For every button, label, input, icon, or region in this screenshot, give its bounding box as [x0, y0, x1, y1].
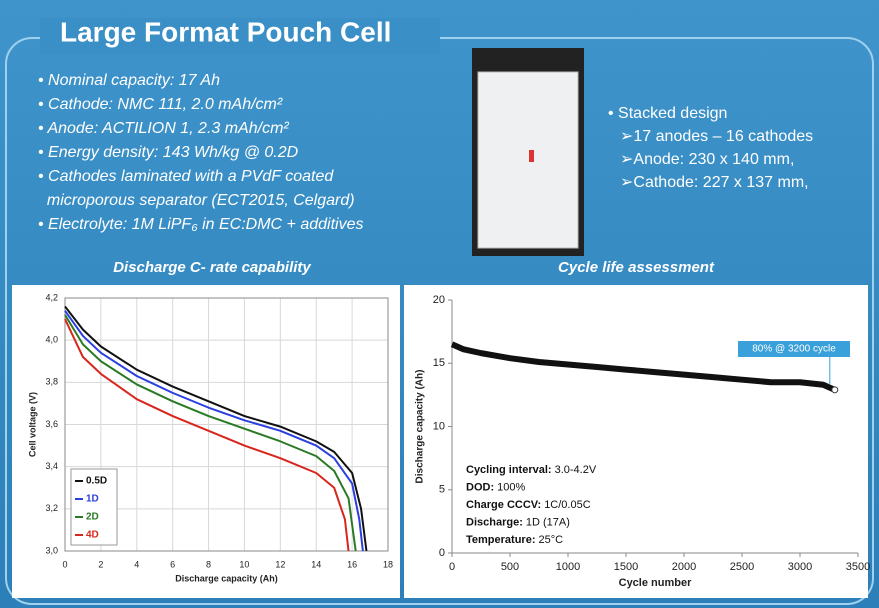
y-tick-label: 3,2 — [45, 503, 58, 513]
y-tick-label: 4,0 — [45, 335, 58, 345]
x-tick-label: 0 — [62, 559, 67, 569]
legend-box — [70, 468, 118, 546]
title: Large Format Pouch Cell — [60, 16, 391, 47]
charts: Discharge C- rate capability 3,0 3,2 3,4 3,6… — [27, 259, 870, 589]
spec-item: • Electrolyte: 1M LiPF₆ in EC:DMC + addi… — [38, 216, 363, 233]
chart-title: Discharge C- rate capability — [113, 259, 311, 276]
x-tick-label: 8 — [206, 559, 211, 569]
legend-label: 1D — [86, 494, 99, 505]
y-tick-label: 0 — [439, 547, 445, 559]
data-line — [64, 305, 368, 552]
note-label: DOD: — [466, 481, 494, 493]
chart-panel — [12, 285, 400, 598]
design-title: • Stacked design — [608, 105, 727, 122]
design-list: ➢17 anodes – 16 cathodes ➢Anode: 230 x 14… — [620, 128, 813, 191]
note-value: 25°C — [538, 534, 563, 546]
legend-label: 0.5D — [86, 476, 107, 487]
spec-item: • Nominal capacity: 17 Ah — [38, 72, 220, 89]
y-tick-label: 4,2 — [45, 292, 58, 302]
callout-box — [738, 341, 850, 357]
x-tick-label: 16 — [347, 559, 357, 569]
spec-item: • Cathode: NMC 111, 2.0 mAh/cm² — [38, 96, 283, 113]
end-point — [831, 386, 839, 394]
spec-text: microporous separator (ECT2015, Celgard) — [47, 192, 355, 209]
chart-panel — [404, 285, 868, 598]
note-label: Temperature: — [466, 534, 535, 546]
spec-list: • Nominal capacity: 17 Ah • Cathode: NMC … — [38, 72, 363, 233]
x-tick-label: 18 — [383, 559, 393, 569]
y-tick-label: 3,4 — [45, 461, 58, 471]
x-tick-label: 0 — [449, 561, 455, 573]
design-text: 17 anodes – 16 cathodes — [633, 128, 813, 145]
y-tick-label: 5 — [439, 484, 445, 496]
spec-item: • Anode: ACTILION 1, 2.3 mAh/cm² — [38, 120, 289, 137]
x-axis-label: Cycle number — [619, 577, 692, 589]
spec-item: microporous separator (ECT2015, Celgard) — [38, 192, 355, 209]
y-tick-label: 20 — [433, 294, 445, 306]
note-label: Charge CCCV: — [466, 499, 541, 511]
chart-title: Cycle life assessment — [558, 259, 715, 276]
x-tick-label: 2000 — [672, 561, 696, 573]
note-value: 3.0-4.2V — [555, 464, 597, 476]
note: Cycling interval: 3.0-4.2V — [466, 464, 597, 476]
note: Discharge: 1D (17A) — [466, 516, 570, 528]
callout-label: 80% @ 3200 cycle — [752, 344, 836, 355]
data-line — [64, 314, 357, 552]
y-tick-label: 3,8 — [45, 377, 58, 387]
legend-label: 4D — [86, 530, 99, 541]
design-text: Cathode: 227 x 137 mm, — [633, 174, 808, 191]
y-axis-label: Discharge capacity (Ah) — [415, 370, 426, 484]
x-tick-label: 500 — [501, 561, 519, 573]
note: DOD: 100% — [466, 481, 525, 493]
title-bg — [40, 18, 440, 54]
plot-border — [64, 297, 389, 552]
note-value: 1D (17A) — [526, 516, 570, 528]
spec-text: Nominal capacity: 17 Ah — [48, 72, 220, 89]
y-tick-label: 3,6 — [45, 419, 58, 429]
design-item: ➢17 anodes – 16 cathodes — [620, 128, 813, 145]
spec-text: Energy density: 143 Wh/kg @ 0.2D — [48, 144, 299, 161]
x-tick-label: 3500 — [846, 561, 870, 573]
x-tick-label: 4 — [134, 559, 139, 569]
data-line — [64, 318, 350, 552]
note-label: Discharge: — [466, 516, 523, 528]
note: Charge CCCV: 1C/0.05C — [466, 499, 591, 511]
note-label: Cycling interval: — [466, 464, 552, 476]
spec-text: Cathodes laminated with a PVdF coated — [48, 168, 334, 185]
y-tick-label: 3,0 — [45, 545, 58, 555]
design-text: Anode: 230 x 140 mm, — [633, 151, 794, 168]
y-axis-label: Cell voltage (V) — [27, 392, 37, 457]
spec-item: • Energy density: 143 Wh/kg @ 0.2D — [38, 144, 299, 161]
note: Temperature: 25°C — [466, 534, 563, 546]
y-tick-label: 10 — [433, 420, 445, 432]
x-tick-label: 10 — [239, 559, 249, 569]
design-item: ➢Anode: 230 x 140 mm, — [620, 151, 794, 168]
spec-text: Electrolyte: 1M LiPF₆ in EC:DMC + additi… — [48, 216, 363, 233]
x-tick-label: 3000 — [788, 561, 812, 573]
x-tick-label: 14 — [311, 559, 321, 569]
spec-item: • Cathodes laminated with a PVdF coated — [38, 168, 334, 185]
x-axis-label: Discharge capacity (Ah) — [175, 573, 278, 583]
x-tick-label: 1000 — [556, 561, 580, 573]
cell-tab — [529, 150, 534, 162]
legend-label: 2D — [86, 512, 99, 523]
x-tick-label: 1500 — [614, 561, 638, 573]
cell-photo — [477, 71, 579, 249]
x-tick-label: 2 — [98, 559, 103, 569]
spec-text: Cathode: NMC 111, 2.0 mAh/cm² — [48, 96, 283, 113]
note-value: 1C/0.05C — [544, 499, 591, 511]
x-tick-label: 2500 — [730, 561, 754, 573]
design-title-text: Stacked design — [618, 105, 727, 122]
note-value: 100% — [497, 481, 525, 493]
x-tick-label: 6 — [170, 559, 175, 569]
data-line — [450, 341, 836, 393]
design-item: ➢Cathode: 227 x 137 mm, — [620, 174, 809, 191]
spec-text: Anode: ACTILION 1, 2.3 mAh/cm² — [46, 120, 289, 137]
data-line — [64, 310, 364, 552]
x-tick-label: 12 — [275, 559, 285, 569]
y-tick-label: 15 — [433, 357, 445, 369]
